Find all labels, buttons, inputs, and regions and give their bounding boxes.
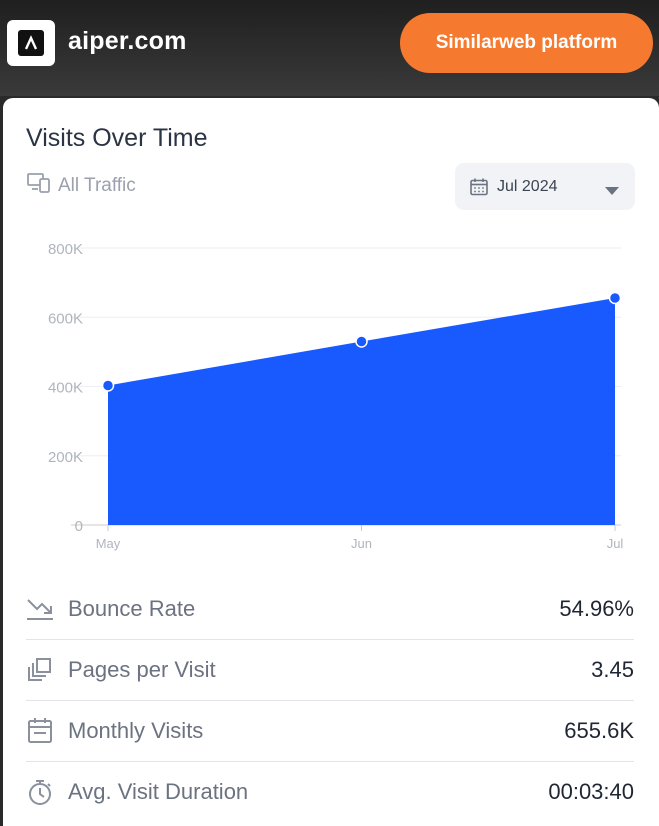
metric-value: 655.6K — [564, 718, 634, 743]
visits-area — [108, 297, 615, 525]
stopwatch-icon — [26, 778, 56, 806]
metric-value: 00:03:40 — [548, 779, 634, 804]
data-point[interactable] — [608, 291, 622, 305]
y-tick-label: 400K — [48, 380, 83, 397]
visits-card: Visits Over Time All Traffic Jul 2024 — [3, 98, 659, 826]
metric-monthly-visits: Monthly Visits 655.6K — [26, 701, 634, 762]
top-bar: aiper.com Similarweb platform — [0, 0, 659, 96]
metric-value: 54.96% — [559, 596, 634, 621]
card-title: Visits Over Time — [26, 124, 208, 152]
y-tick-label: 600K — [48, 310, 83, 327]
y-tick-label: 0 — [75, 518, 83, 535]
calendar-icon — [26, 717, 56, 745]
calendar-small-icon — [469, 177, 489, 197]
visits-chart: 0 200K 400K 600K 800K May Jun Jul — [48, 241, 624, 551]
metric-label: Monthly Visits — [68, 718, 204, 743]
site-logo — [7, 20, 55, 66]
site-name: aiper.com — [68, 27, 187, 55]
date-select-value: Jul 2024 — [497, 177, 558, 195]
metric-value: 3.45 — [591, 657, 634, 682]
traffic-filter: All Traffic — [26, 171, 136, 201]
aiper-logo-icon — [18, 30, 44, 56]
x-tick-label: Jul — [607, 536, 624, 551]
y-tick-label: 200K — [48, 449, 83, 466]
metric-avg-visit-duration: Avg. Visit Duration 00:03:40 — [26, 762, 634, 822]
metric-label: Bounce Rate — [68, 596, 196, 621]
y-tick-label: 800K — [48, 241, 83, 258]
metric-label: Avg. Visit Duration — [68, 779, 249, 804]
data-point[interactable] — [101, 379, 115, 392]
traffic-label: All Traffic — [58, 175, 136, 196]
metric-pages-per-visit: Pages per Visit 3.45 — [26, 640, 634, 701]
devices-icon — [26, 171, 52, 201]
pages-icon — [26, 657, 56, 683]
x-tick-label: Jun — [351, 536, 372, 551]
x-tick-label: May — [96, 536, 121, 551]
date-select[interactable]: Jul 2024 — [455, 163, 635, 210]
bounce-icon — [26, 596, 56, 622]
metric-label: Pages per Visit — [68, 657, 216, 682]
similarweb-platform-button[interactable]: Similarweb platform — [400, 13, 653, 73]
metric-bounce-rate: Bounce Rate 54.96% — [26, 579, 634, 640]
chevron-down-icon — [605, 182, 619, 200]
data-point[interactable] — [355, 335, 368, 348]
